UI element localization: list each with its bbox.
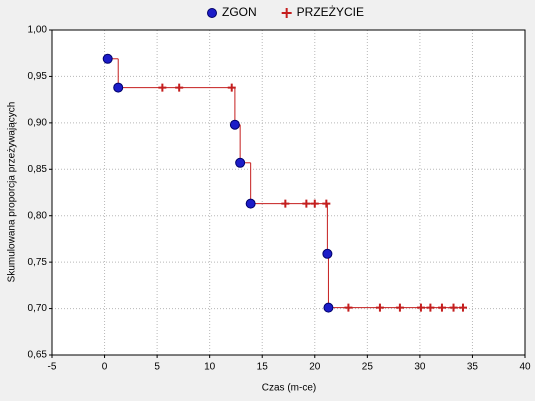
plot-frame <box>51 29 526 356</box>
y-axis-label: Skumulowana proporcja przeżywających <box>7 102 18 283</box>
censored-marker <box>322 199 331 208</box>
censored-marker <box>310 199 319 208</box>
censored-marker <box>416 303 425 312</box>
y-tick-label: 0,85 <box>28 164 48 175</box>
event-marker <box>235 157 246 168</box>
x-tick-label: 10 <box>204 362 216 373</box>
censored-marker <box>175 83 184 92</box>
y-tick-label: 0,75 <box>28 257 48 268</box>
censored-marker <box>375 303 384 312</box>
x-tick-label: 30 <box>414 362 426 373</box>
x-tick-label: 25 <box>362 362 374 373</box>
event-marker <box>102 53 113 64</box>
x-tick-label: 40 <box>519 362 531 373</box>
censored-marker <box>227 83 236 92</box>
censored-marker <box>344 303 353 312</box>
event-marker <box>322 248 333 259</box>
x-tick-label: 0 <box>102 362 108 373</box>
y-tick-label: 0,95 <box>28 71 48 82</box>
x-tick-label: 35 <box>467 362 479 373</box>
y-tick-label: 0,80 <box>28 210 48 221</box>
x-tick-label: 5 <box>154 362 160 373</box>
x-tick-label: 20 <box>309 362 321 373</box>
y-tick-label: 0,90 <box>28 117 48 128</box>
y-tick-label: 0,70 <box>28 303 48 314</box>
legend-marker <box>281 8 292 18</box>
plot-area <box>52 30 525 355</box>
y-tick-label: 1,00 <box>28 25 48 36</box>
x-axis-label: Czas (m-ce) <box>262 383 316 394</box>
event-marker <box>229 119 240 130</box>
event-marker <box>113 82 124 93</box>
censored-marker <box>449 303 458 312</box>
censored-marker <box>281 199 290 208</box>
legend-label: PRZEŻYCIE <box>297 5 364 19</box>
censored-marker <box>158 83 167 92</box>
legend-marker <box>207 8 217 18</box>
y-tick-label: 0,65 <box>28 350 48 361</box>
x-tick-label: -5 <box>48 362 57 373</box>
censored-marker <box>302 199 311 208</box>
x-tick-label: 15 <box>257 362 269 373</box>
censored-marker <box>437 303 446 312</box>
legend-label: ZGON <box>222 5 257 19</box>
censored-marker <box>458 303 467 312</box>
censored-marker <box>426 303 435 312</box>
event-marker <box>245 198 256 209</box>
event-marker <box>323 302 334 313</box>
censored-marker <box>395 303 404 312</box>
